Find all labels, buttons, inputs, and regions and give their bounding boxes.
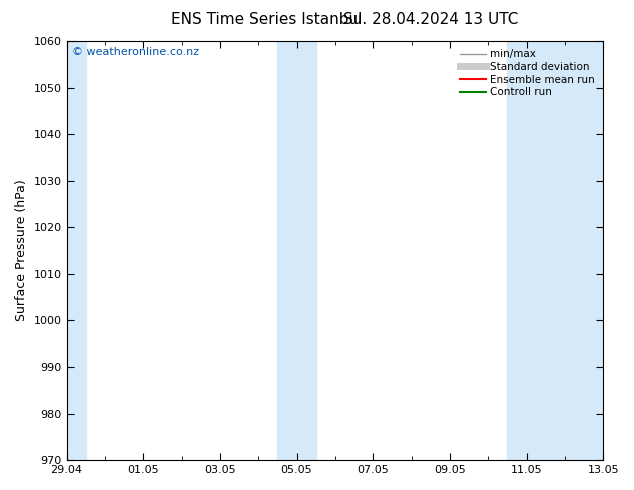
Bar bbox=[67, 41, 86, 460]
Bar bbox=[277, 41, 316, 460]
Text: ENS Time Series Istanbul: ENS Time Series Istanbul bbox=[171, 12, 362, 27]
Bar bbox=[507, 41, 603, 460]
Text: © weatheronline.co.nz: © weatheronline.co.nz bbox=[72, 48, 199, 57]
Y-axis label: Surface Pressure (hPa): Surface Pressure (hPa) bbox=[15, 180, 28, 321]
Text: Su. 28.04.2024 13 UTC: Su. 28.04.2024 13 UTC bbox=[344, 12, 519, 27]
Legend: min/max, Standard deviation, Ensemble mean run, Controll run: min/max, Standard deviation, Ensemble me… bbox=[456, 46, 598, 100]
